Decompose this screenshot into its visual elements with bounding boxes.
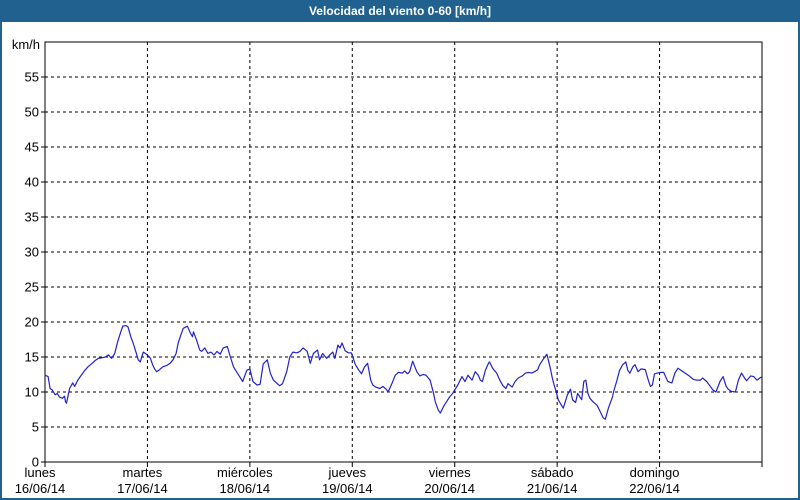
x-date-label: 19/06/14	[322, 481, 373, 496]
y-tick-label: 20	[25, 315, 39, 330]
x-day-label: martes	[123, 465, 163, 480]
y-tick-label: 10	[25, 385, 39, 400]
y-tick-label: 30	[25, 245, 39, 260]
y-tick-label: 45	[25, 140, 39, 155]
y-tick-label: 40	[25, 175, 39, 190]
x-date-label: 17/06/14	[117, 481, 168, 496]
x-date-label: 16/06/14	[15, 481, 66, 496]
y-tick-label: 25	[25, 280, 39, 295]
chart-title: Velocidad del viento 0-60 [km/h]	[308, 4, 492, 18]
x-day-label: domingo	[630, 465, 680, 480]
x-day-label: jueves	[327, 465, 366, 480]
y-tick-label: 35	[25, 210, 39, 225]
x-day-label: sábado	[531, 465, 574, 480]
wind-speed-line	[44, 324, 762, 420]
plot-area: 0 5 10 15 20 25 30 35 40 45 50 55 km/h lunes 16/06/14 m…	[2, 22, 798, 498]
x-date-label: 18/06/14	[220, 481, 271, 496]
y-tick-label: 15	[25, 350, 39, 365]
x-date-label: 20/06/14	[424, 481, 475, 496]
y-axis-unit-label: km/h	[12, 37, 40, 52]
y-tick-label: 0	[32, 455, 39, 470]
y-tick-label: 5	[32, 420, 39, 435]
y-tick-label: 55	[25, 70, 39, 85]
plot-border	[44, 41, 763, 463]
x-day-label: lunes	[24, 465, 56, 480]
y-tick-label: 50	[25, 105, 39, 120]
x-date-label: 21/06/14	[527, 481, 578, 496]
x-day-label: viernes	[429, 465, 471, 480]
x-day-label: miércoles	[217, 465, 273, 480]
x-date-label: 22/06/14	[629, 481, 680, 496]
